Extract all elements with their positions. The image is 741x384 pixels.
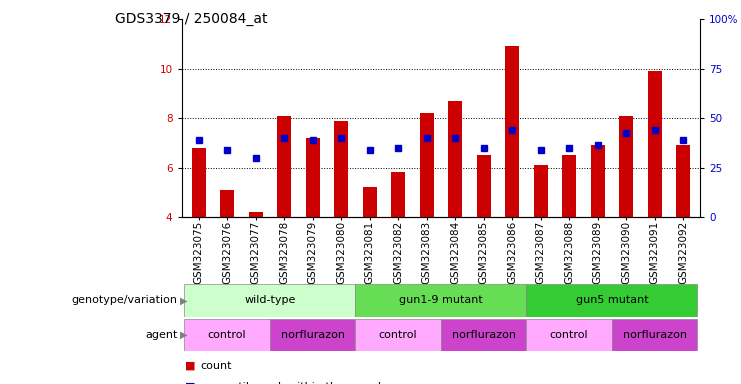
Text: control: control (379, 330, 417, 340)
Bar (356, 284, 526, 317)
Bar (191, 148, 206, 217)
Text: wild-type: wild-type (245, 295, 296, 306)
Text: ■: ■ (185, 382, 196, 384)
Bar (185, 319, 270, 351)
Bar (476, 155, 491, 217)
Bar (619, 116, 634, 217)
Bar (562, 155, 576, 217)
Text: norflurazon: norflurazon (622, 330, 687, 340)
Bar (448, 101, 462, 217)
Bar (220, 190, 234, 217)
Bar (248, 212, 263, 217)
Text: norflurazon: norflurazon (452, 330, 516, 340)
Text: control: control (550, 330, 588, 340)
Text: ■: ■ (185, 361, 196, 371)
Bar (591, 145, 605, 217)
Text: ▶: ▶ (180, 295, 187, 306)
Text: agent: agent (145, 330, 178, 340)
Bar (270, 319, 356, 351)
Text: control: control (207, 330, 247, 340)
Bar (526, 319, 612, 351)
Text: count: count (200, 361, 232, 371)
Bar (505, 46, 519, 217)
Text: GDS3379 / 250084_at: GDS3379 / 250084_at (115, 12, 268, 25)
Bar (648, 71, 662, 217)
Bar (185, 284, 356, 317)
Bar (391, 172, 405, 217)
Bar (356, 319, 441, 351)
Bar (419, 113, 433, 217)
Bar (612, 319, 697, 351)
Bar (441, 319, 526, 351)
Text: gun5 mutant: gun5 mutant (576, 295, 648, 306)
Text: ▶: ▶ (180, 330, 187, 340)
Bar (534, 165, 548, 217)
Text: gun1-9 mutant: gun1-9 mutant (399, 295, 483, 306)
Bar (526, 284, 697, 317)
Text: percentile rank within the sample: percentile rank within the sample (200, 382, 388, 384)
Bar (305, 138, 320, 217)
Text: norflurazon: norflurazon (281, 330, 345, 340)
Bar (277, 116, 291, 217)
Bar (362, 187, 376, 217)
Bar (334, 121, 348, 217)
Text: genotype/variation: genotype/variation (72, 295, 178, 306)
Bar (676, 145, 691, 217)
